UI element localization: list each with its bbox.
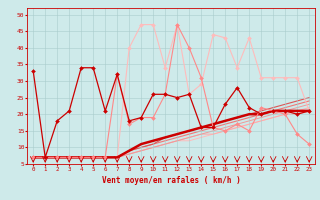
X-axis label: Vent moyen/en rafales ( km/h ): Vent moyen/en rafales ( km/h ) — [102, 176, 241, 185]
